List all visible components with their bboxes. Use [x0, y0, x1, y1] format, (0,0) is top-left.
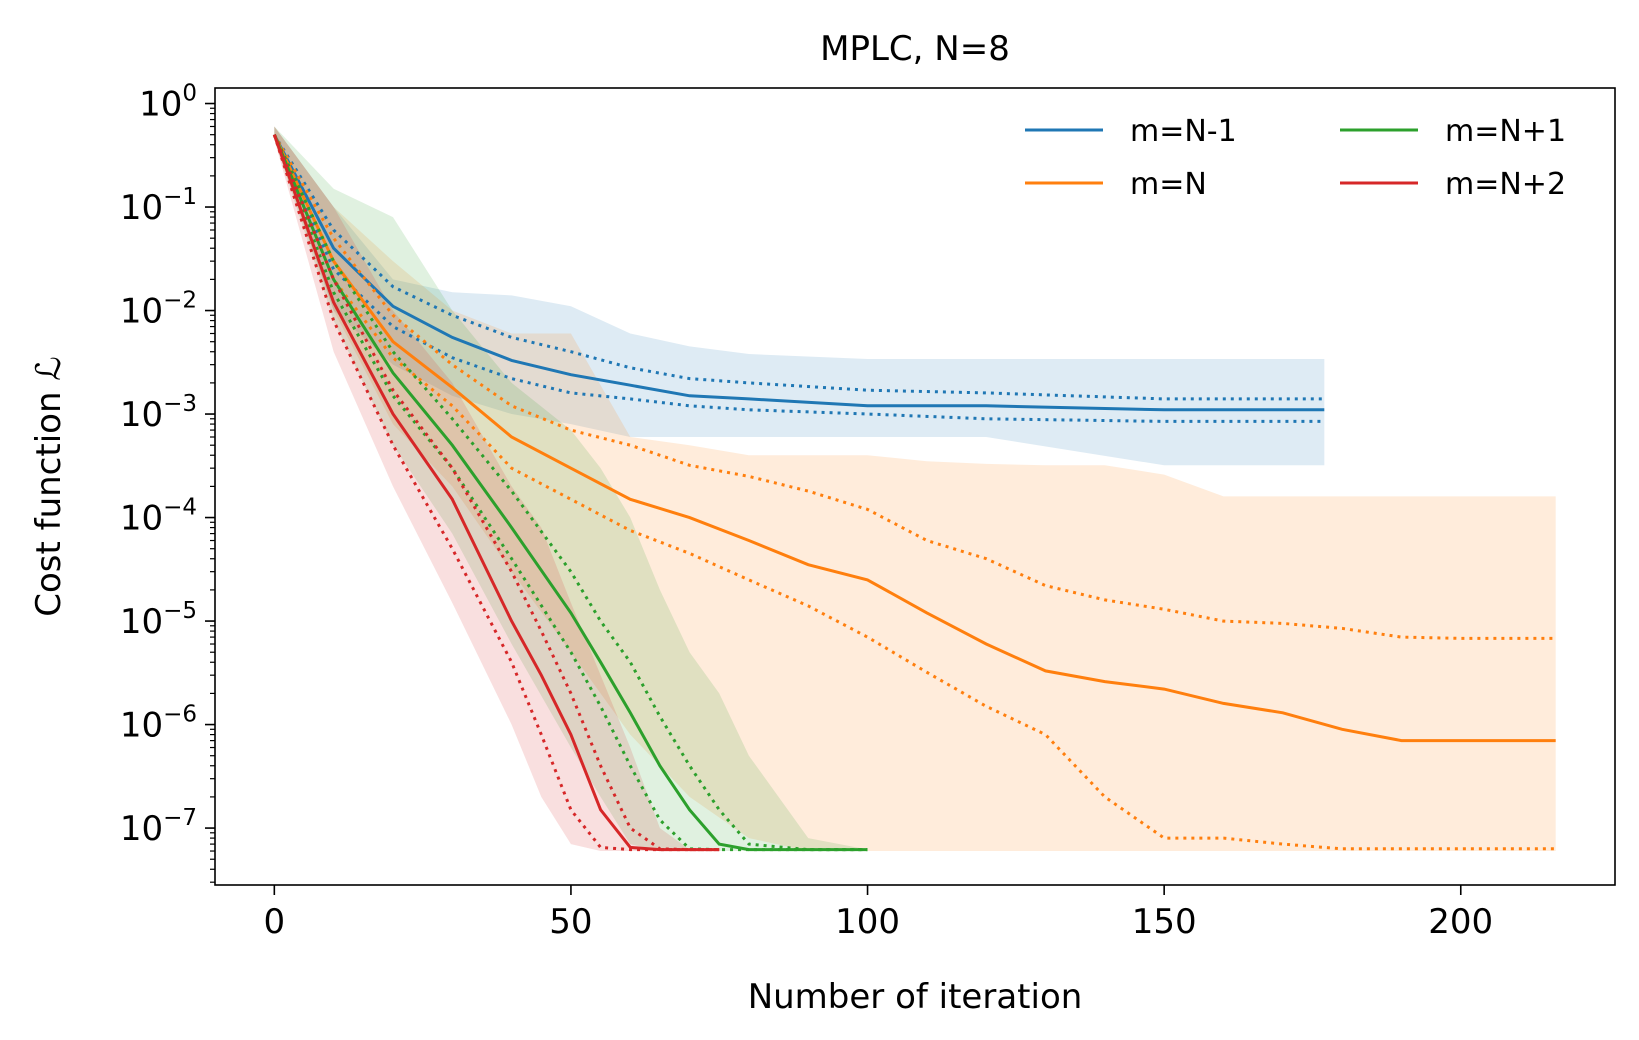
y-tick-label: 10−4: [120, 495, 197, 539]
chart-title: MPLC, N=8: [820, 29, 1010, 69]
y-tick-label: 10−5: [120, 598, 197, 642]
median-line-m-n-1: [272, 134, 868, 852]
confidence-bands: [274, 126, 1556, 852]
median-line-m-n-1: [272, 134, 1325, 412]
median-line-m-n: [272, 134, 1556, 743]
y-tick-label: 100: [139, 81, 197, 125]
x-tick-label: 0: [264, 902, 286, 942]
y-tick-label: 10−3: [120, 391, 197, 435]
legend-label-m-n-1: m=N+1: [1445, 114, 1566, 149]
band-m-n-1: [274, 126, 868, 852]
y-tick-label: 10−2: [120, 288, 197, 332]
lower-quartile-m-n-1: [272, 134, 1325, 423]
x-tick-label: 150: [1132, 902, 1197, 942]
y-axis: 100 10−1 10−2 10−3 10−4 10−5 10−6 10−7: [120, 81, 215, 883]
upper-quartile-m-n-1: [273, 133, 1325, 401]
x-tick-label: 100: [835, 902, 900, 942]
series-lines: [272, 133, 1556, 852]
x-tick-label: 50: [549, 902, 592, 942]
y-tick-label: 10−1: [120, 184, 197, 228]
band-m-n-2: [274, 126, 720, 852]
band-m-n: [274, 126, 1556, 852]
x-tick-label: 200: [1428, 902, 1493, 942]
legend-label-m-n-2: m=N+2: [1445, 167, 1566, 202]
lower-quartile-m-n: [272, 134, 1556, 851]
legend-label-m-n-1: m=N-1: [1130, 114, 1237, 149]
median-line-m-n-2: [272, 134, 720, 852]
upper-quartile-m-n-2: [272, 134, 720, 852]
y-tick-label: 10−7: [120, 805, 197, 849]
x-axis: 0 50 100 150 200: [264, 885, 1493, 942]
upper-quartile-m-n: [272, 133, 1556, 640]
band-m-n-1: [274, 126, 1325, 466]
y-axis-label: Cost function ℒ: [29, 356, 69, 617]
upper-quartile-m-n-1: [272, 134, 868, 852]
x-axis-label: Number of iteration: [748, 977, 1083, 1017]
legend-label-m-n: m=N: [1130, 167, 1207, 202]
legend: m=N-1 m=N m=N+1 m=N+2: [1025, 114, 1566, 202]
y-tick-label: 10−6: [120, 702, 197, 746]
